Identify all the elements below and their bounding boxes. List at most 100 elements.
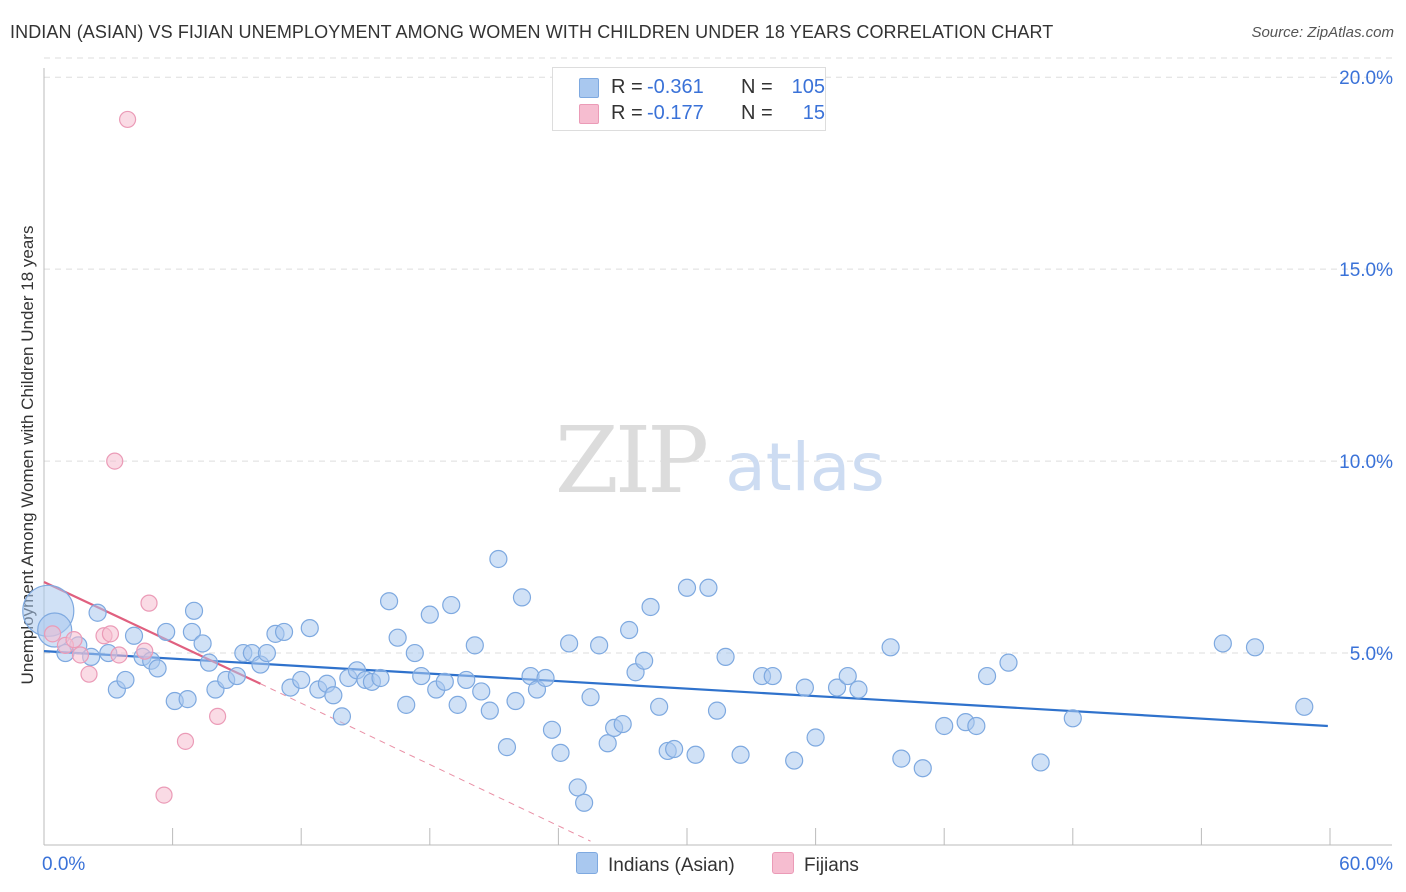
indian-point: [332, 707, 352, 726]
indian-point: [448, 695, 467, 714]
indian-point: [148, 659, 167, 678]
indian-point: [881, 638, 900, 657]
legend-r-label: R =: [611, 102, 643, 124]
legend-n-label: N =: [741, 76, 773, 98]
indian-point: [397, 695, 416, 714]
indian-point: [199, 653, 219, 672]
x-tick-label: 0.0%: [42, 854, 85, 875]
indian-point: [371, 668, 390, 688]
indian-point: [1031, 753, 1050, 772]
indian-point: [806, 728, 825, 747]
indian-trend-line: [43, 650, 1328, 728]
watermark-atlas: atlas: [725, 429, 885, 506]
indian-point: [590, 636, 609, 655]
fijian-point: [118, 110, 137, 129]
y-tick-label: 20.0%: [1339, 68, 1393, 89]
indian-point: [620, 620, 639, 640]
fijian-point: [80, 665, 98, 683]
fijian-swatch: [579, 104, 599, 124]
indian-point: [497, 738, 517, 757]
fijian-point: [106, 452, 124, 470]
indian-point: [763, 666, 782, 686]
indian-point: [785, 751, 804, 770]
tick-labels: 5.0% 10.0% 15.0% 20.0% 0.0% 60.0%: [42, 68, 1393, 875]
indian-point: [1295, 697, 1314, 716]
fijian-point: [136, 642, 154, 660]
indian-point: [568, 778, 587, 797]
fijian-trend-extension: [260, 683, 591, 842]
fijian-trend-line: [43, 581, 261, 685]
indian-legend-swatch: [576, 852, 598, 874]
indian-point: [184, 601, 204, 620]
indian-point: [677, 578, 697, 597]
indian-point: [641, 597, 660, 617]
indian-point: [613, 714, 632, 734]
indian-point: [598, 734, 617, 753]
indian-point: [480, 701, 499, 720]
stats-legend: R = -0.361 N = 105 R = -0.177 N = 15: [552, 67, 826, 131]
fijian-point: [101, 625, 120, 643]
fijian-legend-label: Fijians: [804, 855, 859, 876]
indian-point: [292, 670, 311, 690]
source-label: Source: ZipAtlas.com: [1251, 24, 1394, 41]
indian-point: [465, 636, 484, 655]
fijian-point: [43, 625, 62, 643]
indian-point: [388, 628, 407, 647]
indian-point: [542, 720, 562, 739]
legend-n-label: N =: [741, 102, 773, 124]
fijian-point: [209, 707, 227, 725]
legend-r-value: -0.361: [647, 76, 704, 98]
indian-points: [22, 549, 1314, 812]
fijian-point: [140, 594, 158, 612]
fijian-point: [155, 786, 173, 804]
indian-point: [420, 605, 439, 624]
indian-point: [827, 678, 847, 697]
indian-point: [935, 716, 954, 736]
indian-point: [699, 578, 718, 597]
indian-point: [731, 745, 750, 764]
indian-point: [892, 749, 911, 768]
y-tick-label: 5.0%: [1350, 644, 1393, 665]
indian-point: [457, 670, 476, 690]
indian-point: [379, 592, 399, 611]
axes: [43, 68, 1392, 846]
indian-point: [635, 651, 654, 670]
indian-point: [227, 666, 246, 686]
indian-point: [257, 643, 277, 663]
legend-r-value: -0.177: [647, 102, 704, 124]
indian-point: [274, 622, 294, 642]
indian-point: [967, 716, 986, 736]
indian-point: [489, 549, 508, 569]
indian-point: [913, 759, 932, 778]
indian-point: [193, 634, 212, 653]
x-tick-label: 60.0%: [1339, 854, 1393, 875]
indian-point: [88, 603, 107, 622]
indian-point: [650, 697, 669, 716]
indian-point: [665, 739, 684, 759]
fijian-point: [176, 732, 195, 750]
indian-point: [795, 678, 814, 697]
legend-r-label: R =: [611, 76, 643, 98]
indian-point: [512, 588, 532, 607]
indian-point: [506, 691, 525, 711]
indian-point: [412, 666, 431, 686]
indian-point: [536, 668, 555, 688]
indian-point: [157, 622, 176, 642]
indian-swatch: [579, 78, 599, 98]
indian-point: [575, 793, 594, 812]
trend-lines: [43, 581, 1328, 842]
grid-lines: [44, 57, 1392, 654]
indian-point: [435, 672, 454, 691]
fijian-point: [71, 646, 90, 664]
indian-point: [707, 701, 727, 720]
indian-point: [560, 634, 579, 653]
indian-point: [182, 622, 201, 642]
indian-point: [405, 643, 424, 663]
legend-n-value: 15: [802, 102, 825, 124]
indian-point: [581, 688, 600, 707]
fijian-point: [65, 631, 83, 649]
bottom-legend-indian: Indians (Asian): [576, 852, 735, 877]
indian-legend-label: Indians (Asian): [608, 855, 735, 876]
indian-point: [1245, 638, 1265, 657]
